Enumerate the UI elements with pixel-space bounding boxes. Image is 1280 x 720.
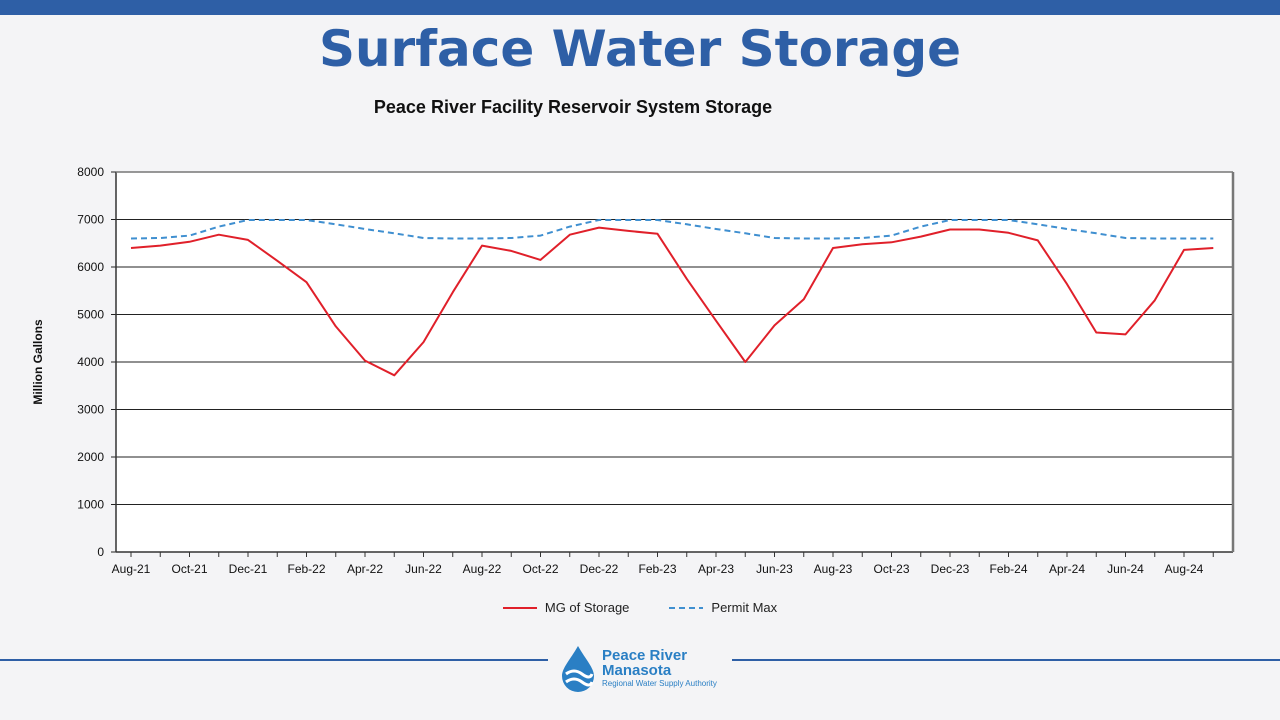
logo-name-line1: Peace River [602,647,688,664]
legend-item-storage: MG of Storage [502,600,630,615]
chart-legend: MG of Storage Permit Max [0,600,1280,615]
legend-label-storage: MG of Storage [544,600,630,615]
series-line-permit-max [130,219,1214,240]
y-tick-label: 7000 [77,213,104,227]
organization-logo: Peace River Manasota Regional Water Supp… [560,640,730,696]
y-tick-label: 4000 [77,355,104,369]
x-tick-label: Jun-24 [1107,562,1144,576]
legend-swatch-permit [669,606,704,609]
x-tick-label: Feb-23 [638,562,676,576]
x-tick-label: Oct-22 [522,562,558,576]
legend-swatch-storage [502,606,537,609]
y-tick-label: 6000 [77,260,104,274]
y-axis-label: Million Gallons [31,319,45,405]
x-tick-label: Oct-23 [873,562,909,576]
x-tick-label: Dec-21 [229,562,268,576]
y-tick-label: 8000 [77,165,104,179]
top-accent-bar [0,0,1280,15]
x-tick-label: Apr-24 [1049,562,1085,576]
water-drop-icon [562,646,594,692]
x-tick-label: Jun-22 [405,562,442,576]
logo-name-line2: Manasota [602,662,672,679]
slide-title: Surface Water Storage [318,20,962,78]
y-tick-label: 1000 [77,498,104,512]
y-tick-label: 3000 [77,403,104,417]
x-tick-label: Jun-23 [756,562,793,576]
x-tick-label: Dec-22 [580,562,619,576]
x-tick-label: Oct-21 [171,562,207,576]
x-tick-label: Dec-23 [931,562,970,576]
legend-item-permit: Permit Max [669,600,777,615]
x-tick-label: Apr-23 [698,562,734,576]
x-tick-label: Aug-21 [112,562,151,576]
series-line-storage [130,226,1214,377]
x-tick-label: Aug-24 [1165,562,1204,576]
y-tick-label: 0 [97,545,104,559]
x-tick-label: Feb-24 [989,562,1027,576]
footer-divider-right [732,659,1280,661]
chart-title: Peace River Facility Reservoir System St… [373,97,773,117]
y-tick-label: 5000 [77,308,104,322]
logo-tagline: Regional Water Supply Authority [602,679,717,688]
x-tick-label: Aug-23 [814,562,853,576]
x-tick-label: Apr-22 [347,562,383,576]
storage-line-chart: 0 1000 2000 3000 4000 5000 6000 7000 8000 Aug-21 O… [31,165,1235,576]
legend-label-permit: Permit Max [711,600,778,615]
x-tick-label: Aug-22 [463,562,502,576]
y-tick-label: 2000 [77,450,104,464]
footer-divider-left [0,659,548,661]
x-tick-label: Feb-22 [287,562,325,576]
